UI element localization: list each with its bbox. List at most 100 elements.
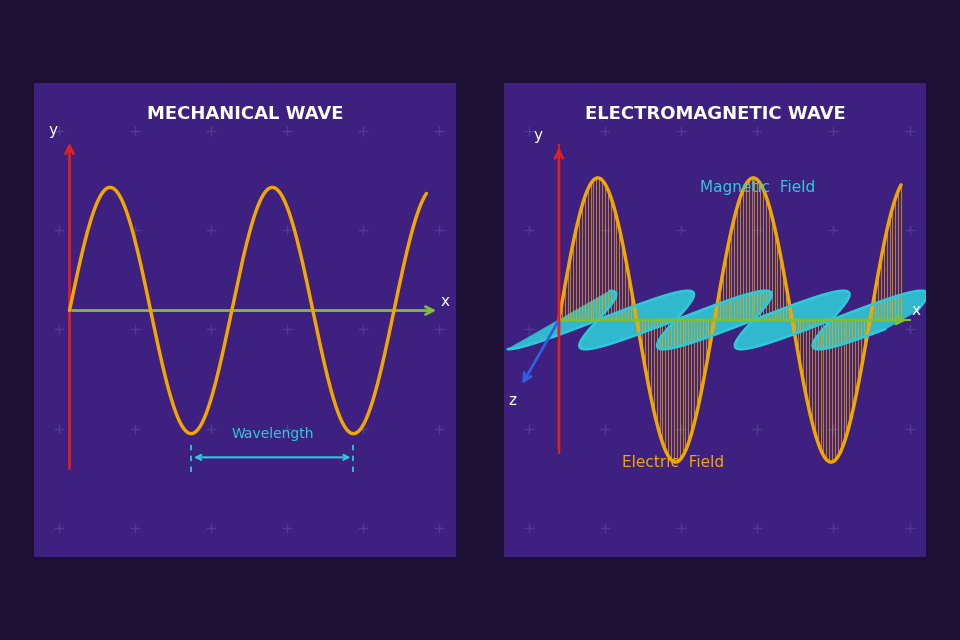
Polygon shape (822, 309, 841, 320)
Polygon shape (815, 320, 827, 326)
Polygon shape (852, 298, 893, 320)
Polygon shape (584, 320, 635, 349)
Polygon shape (590, 320, 641, 349)
Polygon shape (698, 297, 738, 320)
Polygon shape (735, 320, 780, 346)
Polygon shape (821, 320, 873, 349)
Polygon shape (637, 291, 689, 320)
Polygon shape (625, 294, 671, 320)
Polygon shape (692, 320, 732, 342)
Polygon shape (534, 320, 575, 344)
Polygon shape (591, 312, 605, 320)
Polygon shape (663, 307, 687, 320)
Polygon shape (807, 296, 850, 320)
Polygon shape (895, 305, 922, 320)
Polygon shape (687, 307, 710, 320)
Polygon shape (698, 320, 734, 340)
Polygon shape (841, 308, 861, 320)
Polygon shape (656, 299, 692, 320)
Polygon shape (723, 292, 771, 320)
Polygon shape (584, 320, 593, 325)
Polygon shape (789, 320, 817, 336)
Polygon shape (580, 320, 621, 344)
Text: z: z (509, 393, 516, 408)
Polygon shape (664, 308, 686, 320)
Polygon shape (840, 320, 884, 345)
Polygon shape (785, 292, 834, 320)
Polygon shape (852, 298, 891, 320)
Polygon shape (699, 296, 741, 320)
Polygon shape (739, 304, 767, 320)
Polygon shape (684, 310, 702, 320)
Polygon shape (813, 320, 855, 344)
Polygon shape (863, 320, 894, 337)
Polygon shape (587, 320, 610, 333)
Polygon shape (891, 301, 924, 320)
Text: Magnetic  Field: Magnetic Field (700, 180, 815, 195)
Polygon shape (819, 306, 843, 320)
Polygon shape (572, 320, 589, 330)
Polygon shape (887, 298, 926, 320)
Polygon shape (860, 293, 908, 320)
Polygon shape (734, 300, 770, 320)
Polygon shape (585, 320, 612, 335)
Polygon shape (756, 316, 765, 320)
Polygon shape (660, 320, 694, 340)
Polygon shape (596, 320, 600, 322)
Polygon shape (581, 320, 617, 341)
Polygon shape (563, 291, 613, 320)
Polygon shape (610, 307, 634, 320)
Polygon shape (784, 320, 815, 338)
Polygon shape (670, 320, 674, 322)
Polygon shape (762, 309, 781, 320)
Polygon shape (668, 320, 719, 349)
Polygon shape (664, 307, 686, 320)
Polygon shape (759, 320, 804, 346)
Polygon shape (588, 320, 639, 349)
Polygon shape (740, 305, 766, 320)
Polygon shape (600, 317, 605, 320)
Polygon shape (765, 320, 807, 344)
Polygon shape (876, 320, 899, 332)
Polygon shape (889, 299, 925, 320)
Polygon shape (586, 320, 636, 349)
Polygon shape (716, 291, 768, 320)
Polygon shape (742, 307, 764, 320)
Polygon shape (821, 320, 872, 349)
Polygon shape (825, 320, 876, 349)
Polygon shape (584, 320, 636, 349)
Polygon shape (530, 320, 573, 344)
Polygon shape (814, 320, 863, 348)
Polygon shape (719, 291, 770, 320)
Polygon shape (720, 292, 770, 320)
Polygon shape (577, 298, 615, 320)
Polygon shape (735, 300, 770, 320)
Polygon shape (632, 291, 682, 320)
Polygon shape (839, 310, 857, 320)
Polygon shape (587, 320, 637, 349)
Polygon shape (805, 295, 850, 320)
Polygon shape (895, 304, 923, 320)
Polygon shape (564, 320, 587, 333)
Polygon shape (601, 316, 609, 320)
Polygon shape (738, 320, 789, 349)
Polygon shape (644, 292, 693, 320)
Polygon shape (703, 294, 749, 320)
Polygon shape (590, 311, 606, 320)
Polygon shape (823, 320, 828, 323)
Polygon shape (896, 305, 922, 320)
Polygon shape (583, 303, 612, 320)
Polygon shape (725, 293, 772, 320)
Polygon shape (742, 307, 765, 320)
Polygon shape (775, 297, 816, 320)
Polygon shape (819, 307, 843, 320)
Polygon shape (864, 292, 914, 320)
Polygon shape (743, 320, 795, 349)
Polygon shape (688, 305, 714, 320)
Polygon shape (812, 300, 848, 320)
Polygon shape (829, 320, 833, 322)
Polygon shape (581, 320, 618, 341)
Polygon shape (761, 310, 780, 320)
Polygon shape (602, 315, 612, 320)
Polygon shape (883, 295, 927, 320)
